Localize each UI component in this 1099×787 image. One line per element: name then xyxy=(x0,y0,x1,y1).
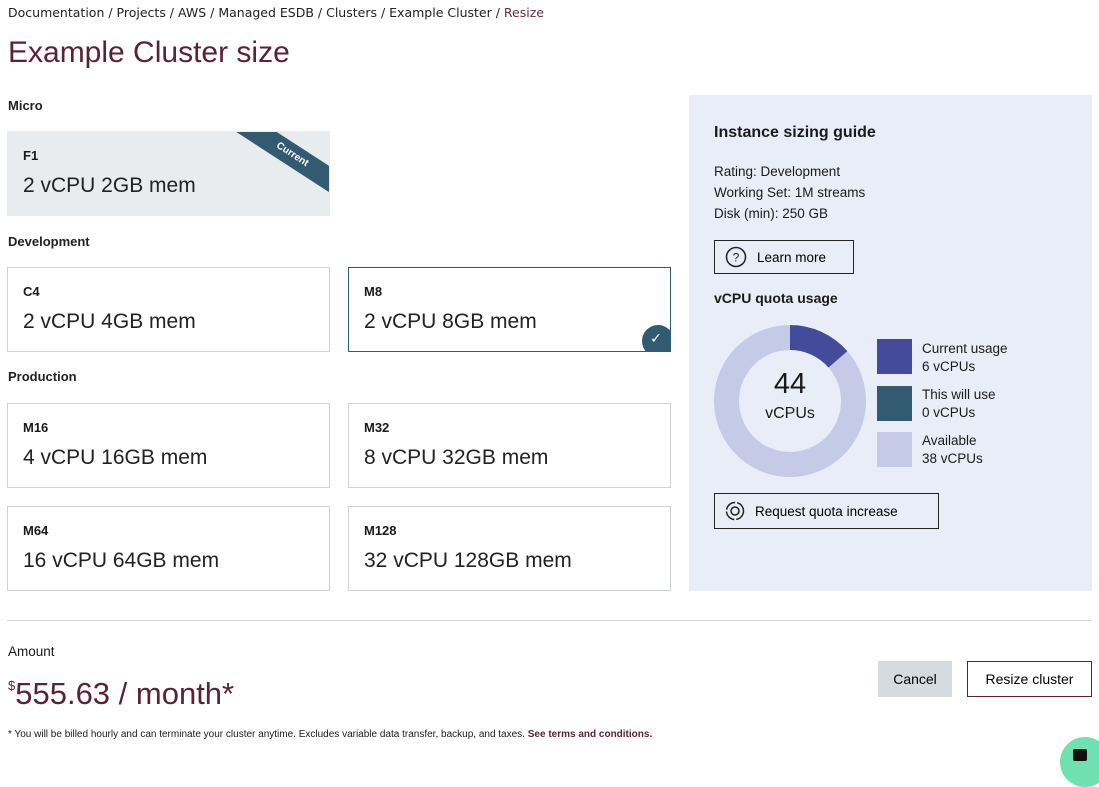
legend-label: This will use xyxy=(922,387,996,402)
currency-symbol: $ xyxy=(8,678,16,693)
amount-label: Amount xyxy=(8,644,55,659)
breadcrumb-documentation[interactable]: Documentation xyxy=(8,5,105,20)
instance-card-m8[interactable]: M8 2 vCPU 8GB mem ✓ xyxy=(348,267,671,352)
legend-will-use: This will use 0 vCPUs xyxy=(922,386,996,422)
instance-code: F1 xyxy=(23,148,39,163)
legend-swatch-current xyxy=(877,339,912,374)
current-badge: Current xyxy=(231,132,329,200)
instance-code: M64 xyxy=(23,523,49,538)
legend-value: 0 vCPUs xyxy=(922,405,976,420)
sizing-guide-panel: Instance sizing guide Rating: Developmen… xyxy=(689,95,1092,591)
request-quota-label: Request quota increase xyxy=(755,503,898,519)
breadcrumb-clusters[interactable]: Clusters xyxy=(326,5,377,20)
instance-card-c4[interactable]: C4 2 vCPU 4GB mem xyxy=(7,267,330,352)
question-circle-icon: ? xyxy=(725,246,747,268)
legend-label: Available xyxy=(922,433,977,448)
quota-title: vCPU quota usage xyxy=(714,290,838,306)
instance-code: M8 xyxy=(364,284,383,299)
request-quota-button[interactable]: Request quota increase xyxy=(714,493,939,529)
instance-spec: 2 vCPU 2GB mem xyxy=(23,174,196,197)
chat-icon xyxy=(1073,749,1087,761)
instance-card-m16[interactable]: M16 4 vCPU 16GB mem xyxy=(7,403,330,488)
divider xyxy=(7,620,1092,621)
cancel-button[interactable]: Cancel xyxy=(878,661,952,697)
instance-spec: 8 vCPU 32GB mem xyxy=(364,446,549,469)
guide-title: Instance sizing guide xyxy=(714,124,876,141)
legend-label: Current usage xyxy=(922,341,1008,356)
instance-code: M32 xyxy=(364,420,390,435)
instance-spec: 2 vCPU 4GB mem xyxy=(23,310,196,333)
billing-note-text: * You will be billed hourly and can term… xyxy=(8,729,525,740)
breadcrumb-example-cluster[interactable]: Example Cluster xyxy=(389,5,492,20)
price: $555.63 / month* xyxy=(8,676,234,712)
instance-card-f1[interactable]: F1 2 vCPU 2GB mem Current xyxy=(7,131,330,216)
target-icon xyxy=(725,501,745,521)
quota-unit: vCPUs xyxy=(765,405,815,422)
legend-swatch-available xyxy=(877,432,912,467)
section-micro: Micro xyxy=(8,98,43,113)
price-value: 555.63 / month* xyxy=(15,676,235,711)
guide-rating: Rating: Development xyxy=(714,164,841,179)
billing-note: * You will be billed hourly and can term… xyxy=(8,729,652,740)
learn-more-button[interactable]: ? Learn more xyxy=(714,240,854,274)
resize-cluster-button[interactable]: Resize cluster xyxy=(967,661,1092,697)
svg-text:?: ? xyxy=(733,251,740,265)
guide-working-set: Working Set: 1M streams xyxy=(714,185,866,200)
section-production: Production xyxy=(8,369,77,384)
instance-spec: 2 vCPU 8GB mem xyxy=(364,310,537,333)
instance-card-m64[interactable]: M64 16 vCPU 64GB mem xyxy=(7,506,330,591)
breadcrumb-aws[interactable]: AWS xyxy=(178,5,207,20)
instance-spec: 16 vCPU 64GB mem xyxy=(23,549,220,572)
terms-link[interactable]: See terms and conditions. xyxy=(527,729,653,740)
chat-widget-button[interactable] xyxy=(1060,737,1099,787)
instance-code: M16 xyxy=(23,420,49,435)
legend-swatch-will-use xyxy=(877,386,912,421)
breadcrumb-managed-esdb[interactable]: Managed ESDB xyxy=(218,5,314,20)
instance-code: C4 xyxy=(23,284,40,299)
section-development: Development xyxy=(8,234,90,249)
instance-code: M128 xyxy=(364,523,397,538)
legend-available: Available 38 vCPUs xyxy=(922,432,983,468)
breadcrumb: Documentation / Projects / AWS / Managed… xyxy=(8,5,544,20)
quota-total: 44 xyxy=(773,368,807,400)
breadcrumb-current: Resize xyxy=(503,5,544,20)
breadcrumb-projects[interactable]: Projects xyxy=(116,5,166,20)
guide-disk: Disk (min): 250 GB xyxy=(714,206,829,221)
donut-slice-2 xyxy=(714,325,866,477)
instance-card-m128[interactable]: M128 32 vCPU 128GB mem xyxy=(348,506,671,591)
donut-slice-0 xyxy=(790,325,848,368)
instance-spec: 32 vCPU 128GB mem xyxy=(364,549,572,572)
page-title: Example Cluster size xyxy=(8,36,290,69)
legend-value: 6 vCPUs xyxy=(922,359,976,374)
legend-value: 38 vCPUs xyxy=(922,451,983,466)
instance-spec: 4 vCPU 16GB mem xyxy=(23,446,208,469)
checkmark-icon: ✓ xyxy=(642,325,670,351)
legend-current: Current usage 6 vCPUs xyxy=(922,340,1008,376)
learn-more-label: Learn more xyxy=(757,249,827,265)
quota-donut-chart xyxy=(714,325,866,477)
instance-card-m32[interactable]: M32 8 vCPU 32GB mem xyxy=(348,403,671,488)
